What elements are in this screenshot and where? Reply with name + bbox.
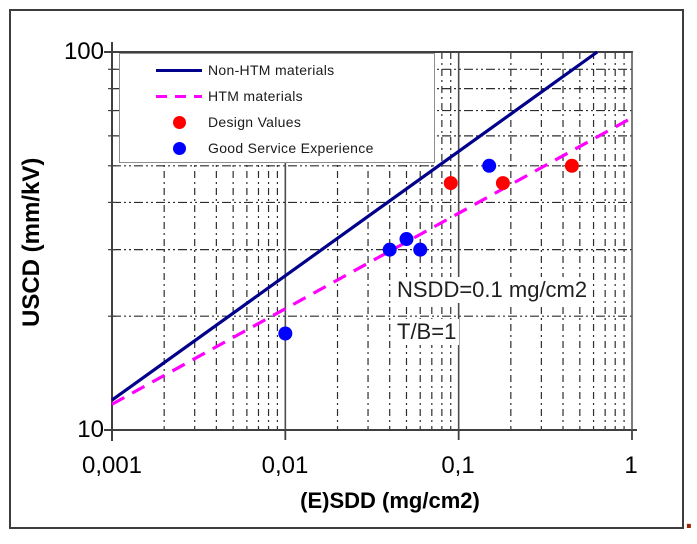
data-point-design-values xyxy=(564,158,579,173)
data-point-design-values xyxy=(495,176,510,191)
x-tick-label-1: 1 xyxy=(624,452,638,479)
htm-dashed-line-swatch-icon xyxy=(156,94,202,98)
y-tick-label-100: 100 xyxy=(63,38,104,65)
legend-label-good-service: Good Service Experience xyxy=(208,140,374,156)
good-service-dot-icon xyxy=(156,141,202,155)
y-axis-title: USCD (mm/kV) xyxy=(18,157,45,327)
x-tick-label-0001: 0,001 xyxy=(81,452,143,479)
axes xyxy=(104,42,637,441)
line-swatch-shape xyxy=(156,68,202,72)
data-point-good-service-experience xyxy=(382,242,397,257)
legend-item-design-values: Design Values xyxy=(120,109,434,135)
legend-label-design-values: Design Values xyxy=(208,114,302,130)
dot-swatch-shape xyxy=(172,141,186,155)
legend-item-good-service: Good Service Experience xyxy=(120,135,434,161)
data-point-design-values xyxy=(443,176,458,191)
x-axis-title: (E)SDD (mg/cm2) xyxy=(300,488,480,513)
annotation-nsdd: NSDD=0.1 mg/cm2 xyxy=(394,277,591,303)
design-values-dot-icon xyxy=(156,115,202,129)
x-tick-label-001: 0,01 xyxy=(261,452,309,479)
legend-item-non-htm: Non-HTM materials xyxy=(120,57,434,83)
legend-label-htm: HTM materials xyxy=(208,88,303,104)
series-lines xyxy=(111,50,633,406)
data-point-good-service-experience xyxy=(278,326,293,341)
series-line-non-htm-materials xyxy=(111,50,599,402)
stray-period: . xyxy=(685,503,693,534)
legend: Non-HTM materials HTM materials Design V… xyxy=(119,53,435,163)
dot-swatch-shape xyxy=(172,115,186,129)
legend-item-htm: HTM materials xyxy=(120,83,434,109)
y-tick-label-10: 10 xyxy=(77,416,104,443)
data-point-good-service-experience xyxy=(399,232,414,247)
non-htm-line-swatch-icon xyxy=(156,68,202,72)
series-points xyxy=(278,158,579,341)
data-point-good-service-experience xyxy=(413,242,428,257)
series-line-htm-materials xyxy=(111,116,633,406)
legend-label-non-htm: Non-HTM materials xyxy=(208,62,335,78)
annotation-tb: T/B=1 xyxy=(394,319,460,345)
data-point-good-service-experience xyxy=(482,158,497,173)
dashed-line-swatch-shape xyxy=(156,94,202,98)
x-tick-label-01: 0,1 xyxy=(441,452,475,479)
